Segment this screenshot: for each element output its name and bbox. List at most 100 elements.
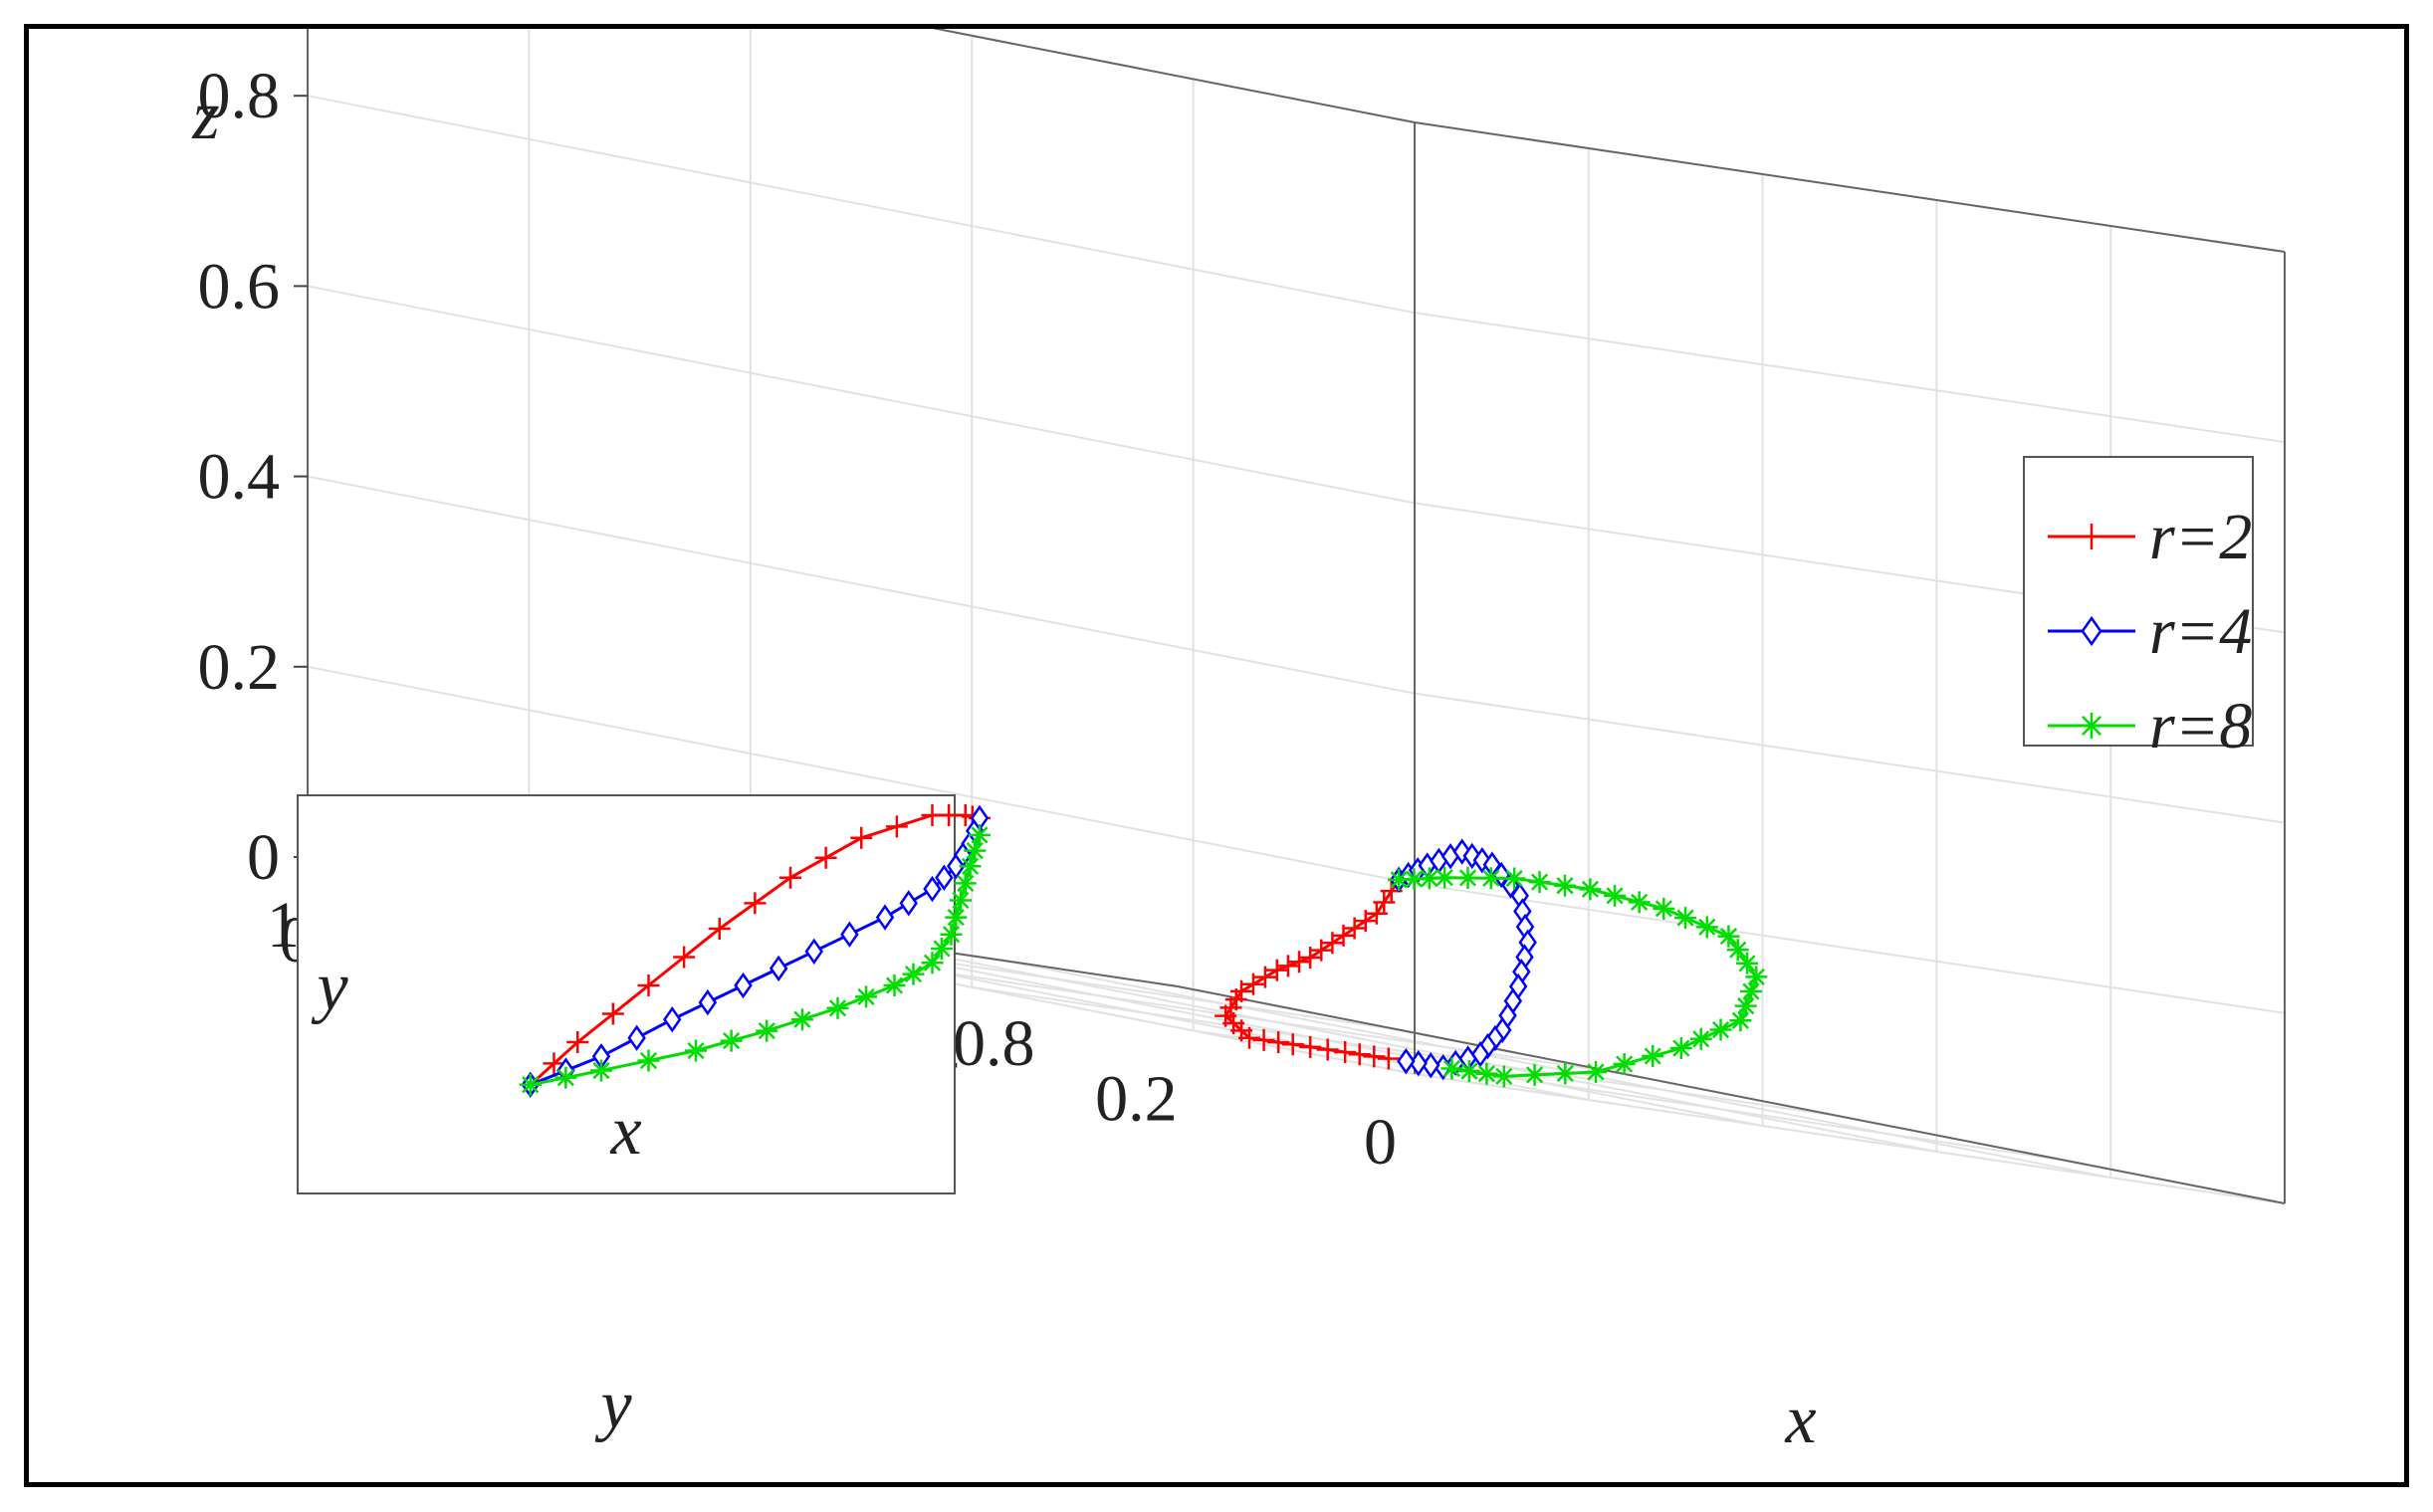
y-axis-label: y (594, 1367, 632, 1443)
chart-svg: 00.20.40.60.8110.80.60.40.2000.20.40.60.… (191, 29, 2286, 1458)
legend-label: r=8 (2149, 690, 2252, 762)
data-marker (1709, 1018, 1732, 1041)
grid-line (1414, 882, 2286, 1014)
box-edge (932, 29, 1416, 123)
data-marker (1653, 897, 1675, 920)
data-marker (885, 815, 908, 838)
data-marker (1281, 1033, 1304, 1056)
series-layer (1215, 838, 1768, 1088)
grid-line (307, 95, 1416, 315)
data-marker (1377, 1047, 1400, 1070)
z-tick-label: 0.8 (198, 60, 281, 132)
data-marker (627, 1024, 646, 1051)
data-marker (1734, 994, 1757, 1017)
data-marker (850, 826, 873, 849)
data-marker (590, 1059, 612, 1082)
data-marker (1332, 924, 1355, 947)
grid-line (1414, 1073, 2286, 1204)
data-marker (769, 955, 788, 982)
data-marker (1434, 866, 1456, 889)
inset-series-r=8 (519, 823, 991, 1096)
data-marker (1288, 951, 1311, 973)
data-marker (1736, 952, 1759, 974)
data-marker (1501, 872, 1520, 899)
data-marker (2079, 713, 2104, 739)
series-line (1399, 876, 1758, 1078)
grid-line (829, 934, 1937, 1153)
grid-line (1414, 312, 2286, 444)
data-marker (1321, 932, 1344, 955)
data-marker (1523, 1063, 1546, 1086)
data-marker (734, 972, 753, 999)
series-r=2 (1215, 868, 1411, 1070)
data-marker (1745, 966, 1768, 988)
data-marker (855, 985, 877, 1008)
data-marker (779, 866, 801, 889)
data-marker (708, 918, 731, 940)
data-marker (744, 892, 767, 915)
x-tick-label: 0.8 (953, 1007, 1035, 1080)
data-marker (566, 1031, 589, 1053)
data-marker (1717, 925, 1740, 948)
grid-line (1414, 692, 2286, 824)
data-marker (1613, 1052, 1636, 1075)
legend-item-r=4: r=4 (2048, 595, 2252, 668)
data-marker (1739, 980, 1762, 1003)
data-marker (964, 839, 987, 862)
data-marker (637, 974, 660, 996)
inset-box (297, 794, 956, 1194)
data-marker (1267, 1031, 1290, 1054)
data-marker (923, 875, 942, 903)
figure-frame: 00.20.40.60.8110.80.60.40.2000.20.40.60.… (24, 24, 2409, 1487)
data-marker (1503, 867, 1526, 890)
data-marker (1299, 947, 1322, 970)
data-marker (1310, 939, 1333, 962)
z-tick-label: 0 (247, 821, 280, 894)
data-marker (899, 890, 918, 917)
legend: r=2 r=4 r=8 (2023, 456, 2254, 762)
data-marker (1492, 1065, 1515, 1088)
data-marker (1343, 917, 1366, 940)
data-marker (1299, 1035, 1322, 1058)
data-marker (756, 1019, 778, 1042)
data-marker (1238, 1026, 1261, 1049)
data-marker (921, 952, 944, 974)
legend-label: r=4 (2149, 595, 2252, 668)
axis-labels: z y x (191, 78, 1816, 1458)
data-marker (902, 963, 925, 985)
data-marker (1642, 1045, 1664, 1068)
data-marker (1689, 1027, 1712, 1050)
data-marker (1695, 916, 1718, 939)
box-edge (1414, 121, 2286, 253)
data-marker (1365, 902, 1388, 925)
data-marker (1456, 866, 1479, 889)
series-r=8 (1388, 866, 1768, 1088)
data-marker (950, 889, 972, 912)
data-marker (1585, 1060, 1608, 1083)
data-marker (1403, 868, 1426, 891)
data-marker (1253, 966, 1276, 988)
box-edge (1177, 985, 2286, 1204)
data-marker (1316, 1038, 1339, 1061)
data-marker (826, 996, 849, 1019)
inset-series-layer (519, 804, 991, 1098)
y-tick-label: 0 (1364, 1106, 1397, 1179)
inset-plot: y x (297, 794, 991, 1194)
z-tick-label: 0.4 (198, 441, 281, 514)
data-marker (1252, 1028, 1275, 1051)
data-marker (883, 974, 906, 996)
data-marker (698, 988, 718, 1016)
data-marker (1354, 910, 1377, 933)
data-marker (2079, 524, 2104, 549)
grid-line (307, 285, 1416, 505)
grid-line (932, 29, 1416, 123)
inset-y-label: y (311, 949, 348, 1025)
data-marker (1334, 1041, 1357, 1064)
data-marker (1579, 878, 1602, 901)
data-marker (1363, 1045, 1386, 1068)
data-marker (1462, 842, 1481, 870)
data-marker (1440, 1057, 1463, 1080)
z-tick-label: 0.6 (198, 250, 281, 323)
data-marker (1388, 868, 1411, 891)
data-marker (1265, 959, 1288, 981)
